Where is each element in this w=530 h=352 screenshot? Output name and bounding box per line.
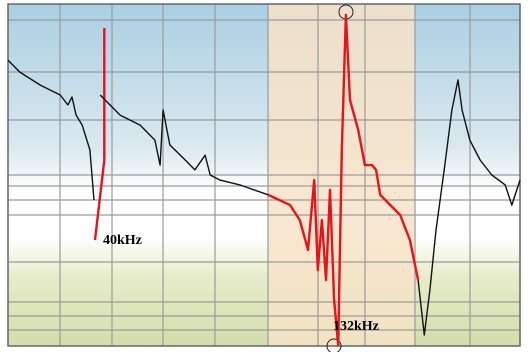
annotation: 40kHz [103, 233, 142, 248]
data-line [267, 13, 420, 347]
dip-marker [326, 338, 342, 352]
data-line [93, 27, 106, 241]
annotation: 132kHz [333, 319, 379, 334]
data-line [7, 59, 95, 201]
plot-frame [7, 3, 521, 347]
data-line [417, 79, 521, 336]
grid [8, 4, 520, 346]
data-line [99, 94, 269, 196]
